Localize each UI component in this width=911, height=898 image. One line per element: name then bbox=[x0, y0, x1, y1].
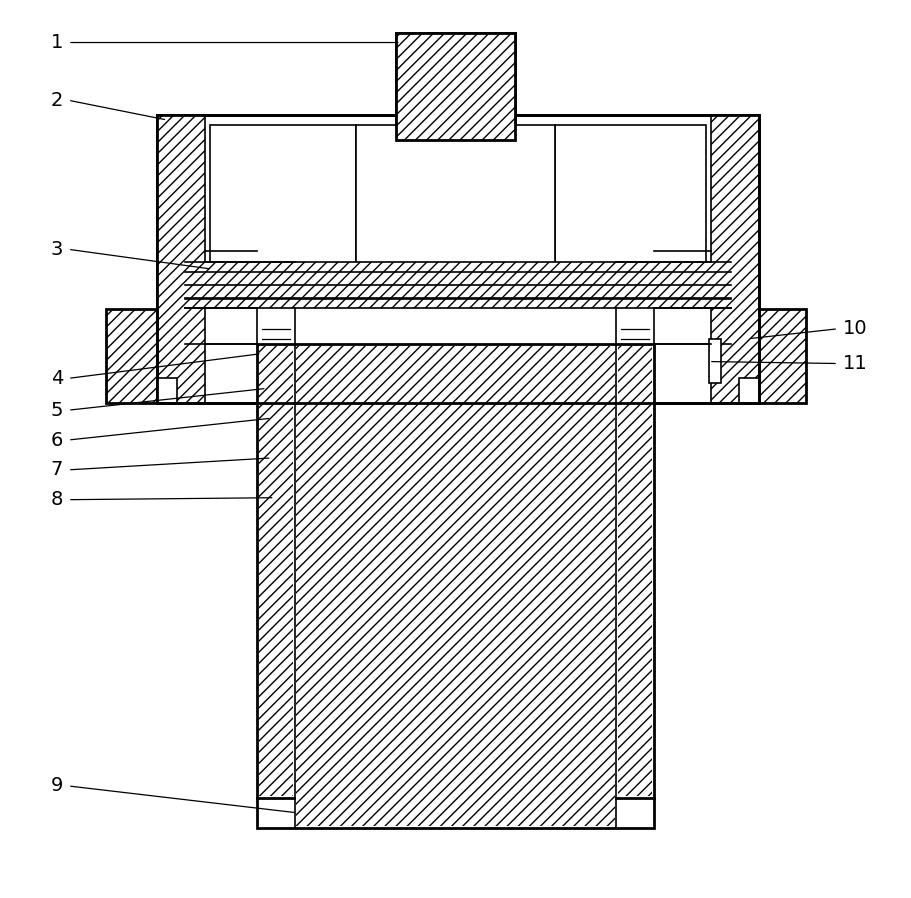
Text: 3: 3 bbox=[51, 240, 63, 259]
Bar bbox=[158, 115, 759, 403]
Bar bbox=[555, 125, 706, 299]
Bar bbox=[711, 115, 759, 403]
Text: 8: 8 bbox=[51, 490, 63, 509]
Text: 5: 5 bbox=[50, 401, 63, 419]
Bar bbox=[210, 125, 356, 299]
Text: 6: 6 bbox=[51, 430, 63, 450]
Text: 2: 2 bbox=[51, 91, 63, 110]
Text: 10: 10 bbox=[843, 320, 867, 339]
Bar bbox=[296, 346, 615, 825]
Bar bbox=[257, 344, 654, 828]
Bar bbox=[396, 32, 515, 140]
Bar bbox=[759, 309, 806, 403]
Bar bbox=[158, 115, 205, 403]
Bar bbox=[709, 339, 721, 383]
Bar bbox=[106, 309, 158, 403]
Text: 9: 9 bbox=[51, 777, 63, 796]
Text: 4: 4 bbox=[51, 369, 63, 388]
Bar bbox=[296, 346, 615, 796]
Text: 7: 7 bbox=[51, 461, 63, 480]
Text: 11: 11 bbox=[843, 354, 868, 373]
Bar bbox=[158, 378, 178, 403]
Bar bbox=[739, 378, 759, 403]
Text: 1: 1 bbox=[51, 33, 63, 52]
Bar bbox=[396, 32, 515, 140]
Bar bbox=[619, 346, 652, 796]
Bar bbox=[356, 125, 555, 299]
Bar bbox=[158, 115, 759, 403]
Bar bbox=[185, 262, 731, 308]
Bar bbox=[259, 346, 292, 796]
Bar bbox=[296, 346, 615, 825]
